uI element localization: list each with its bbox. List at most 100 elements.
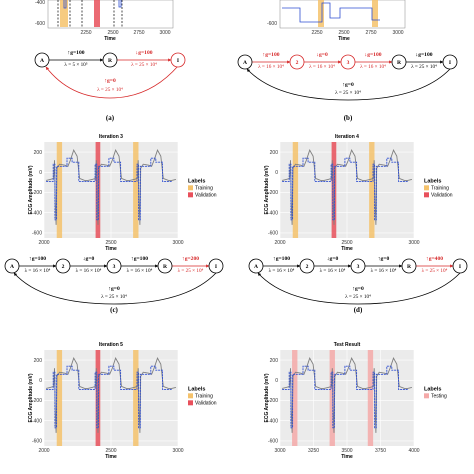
- p3-xtick-0: 2000: [274, 240, 285, 246]
- p5-xtick-3: 3750: [375, 448, 386, 454]
- fsm-b-edge-1-lambda: λ = 16 × 10⁴: [258, 64, 284, 70]
- fsm-c-edge-1-g-text: g=100: [32, 256, 47, 262]
- fsm-b-state-0: [237, 54, 253, 70]
- p4-legend-title: Labels: [188, 386, 205, 392]
- fsm-b-loop-lambda: λ = 25 × 10⁴: [335, 90, 361, 96]
- fsm-c-state-2-label: 3: [113, 264, 116, 270]
- fsm-d-edge-2-g-text: g=0: [330, 256, 339, 262]
- panel-b-fit-fragment: [282, 2, 380, 23]
- fsm-b-state-1: [289, 54, 305, 70]
- fsm-a-loop: [45, 65, 179, 99]
- p5-legend-label-0: Testing: [431, 394, 447, 400]
- fsm-d-loop-g-text: g=0: [355, 286, 364, 292]
- fsm-c-state-4: [208, 258, 224, 274]
- panel-b-training-band-2: [372, 0, 378, 27]
- panel-a-frame: [47, 0, 174, 29]
- p5-ytick-1: 0: [275, 378, 278, 384]
- fsm-b-edge-1-g: ↑g=100: [262, 52, 279, 58]
- p2-region-0: [56, 142, 63, 238]
- fsm-c-state-0: [4, 258, 20, 274]
- fsm-c-state-0-label: A: [10, 264, 14, 270]
- fsm-b-state-1-label: 2: [296, 60, 299, 66]
- p2-legend-swatch-1: [188, 192, 193, 198]
- fsm-c-state-3-label: R: [163, 264, 168, 270]
- p2-ylabel: ECG Amplitude (mV): [28, 165, 34, 214]
- p4-ytick-0: 200: [34, 358, 43, 364]
- fsm-b-state-3: [391, 54, 407, 70]
- fsm-d-edge-3-lambda: λ = 16 × 10⁴: [371, 268, 397, 274]
- panel-a-xtick-1: 2500: [107, 30, 118, 36]
- caption-d: (d): [354, 306, 363, 314]
- fsm-c-state-3: [157, 258, 173, 274]
- p4-legend-swatch-0: [188, 393, 193, 399]
- p4-ytick-3: -400: [32, 418, 42, 424]
- p3-legend-label-0: Training: [431, 186, 449, 192]
- panel-a-ytick-0: -400: [35, 0, 45, 6]
- p3-ytick-2: -200: [268, 190, 278, 196]
- fsm-c-state-2: [106, 258, 122, 274]
- panel-b-training-band-1: [318, 0, 324, 27]
- panel-b-xtick-2: 2750: [365, 30, 376, 36]
- fsm-c-edge-4-arrow-icon: ↑: [182, 256, 185, 262]
- fsm-a-state-0: [34, 52, 50, 68]
- panel-b-frame: [279, 0, 406, 29]
- p3-ylabel: ECG Amplitude (mV): [264, 165, 270, 214]
- panel-b-xlabel: Time: [338, 36, 350, 42]
- panel-a-plot: -400 -600 2250 2500 2750 3000 Time: [35, 0, 174, 42]
- p3-signal-line: [281, 148, 413, 225]
- fsm-d-edge-2-lambda: λ = 16 × 10⁴: [320, 268, 346, 274]
- fsm-c-edge-4-g: ↑g=200: [182, 256, 199, 262]
- p5-signal-line: [281, 356, 413, 433]
- fsm-a-state-1-label: R: [108, 58, 113, 64]
- fsm-b-edge-2-arrow-icon: ↓: [316, 52, 319, 58]
- panel-a-ytick-1: -600: [35, 21, 45, 27]
- fsm-c-loop-lambda: λ = 25 × 10⁴: [101, 294, 127, 300]
- fsm-d-edge-4-g: ↑g=400: [426, 256, 443, 262]
- p4-legend-label-0: Training: [195, 394, 213, 400]
- p4-xtick-1: 2500: [105, 448, 116, 454]
- panel-a-xtick-3: 3000: [159, 30, 170, 36]
- p5-region-0: [292, 350, 298, 446]
- p5-xtick-2: 3500: [341, 448, 352, 454]
- fsm-d-edge-1-g-text: g=100: [276, 256, 291, 262]
- fsm-b-edge-3-lambda: λ = 16 × 10⁴: [360, 64, 386, 70]
- fsm-a-edge-1-lambda: λ = 5 × 10⁵: [64, 62, 87, 68]
- fsm-b-edge-2-lambda: λ = 16 × 10⁴: [309, 64, 335, 70]
- panel-a-xtick-0: 2250: [80, 30, 91, 36]
- fsm-d-loop-g: ↑g=0: [352, 286, 364, 292]
- p3-fit-line: [282, 157, 408, 221]
- fsm-c-edge-2-g: ↓g=0: [83, 256, 95, 262]
- fsm-a-edge-2-lambda: λ = 25 × 10⁴: [131, 62, 157, 68]
- fsm-c-edge-1-arrow-icon: ↑: [29, 256, 32, 262]
- p5-xlabel: Time: [341, 454, 353, 460]
- fsm-b-edge-1-arrow-icon: ↑: [262, 52, 265, 58]
- fsm-c-state-1-label: 2: [62, 264, 65, 270]
- p5-fit-line: [282, 365, 408, 429]
- fsm-c-edge-3-g-text: g=100: [134, 256, 149, 262]
- panel-b-xtick-0: 2250: [311, 30, 322, 36]
- p3-ytick-3: -400: [268, 210, 278, 216]
- p2-legend-label-1: Validation: [195, 193, 217, 199]
- p2-xtick-1: 2500: [105, 240, 116, 246]
- fsm-b-state-3-label: R: [397, 60, 402, 66]
- p3-region-0: [292, 142, 299, 238]
- p4-xlabel: Time: [105, 454, 117, 460]
- panel-a-training-band: [60, 0, 68, 27]
- p4-region-1: [95, 350, 101, 446]
- fsm-b-loop-g: ↑g=0: [342, 82, 354, 88]
- fsm-a-loop-arrow-icon: ↑: [104, 78, 107, 84]
- fsm-d-loop-arrow-icon: ↑: [352, 286, 355, 292]
- fsm-d-state-0: [248, 258, 264, 274]
- p3-legend-swatch-0: [424, 185, 429, 191]
- fsm-d-edge-4-lambda: λ = 25 × 10⁴: [422, 268, 448, 274]
- fsm-c-edge-3-lambda: λ = 16 × 10⁴: [127, 268, 153, 274]
- p2-xlabel: Time: [105, 246, 117, 252]
- fsm-b-edge-3-g: ↓g=100: [364, 52, 381, 58]
- p3-region-2: [369, 142, 375, 238]
- fsm-b-state-4: [442, 54, 458, 70]
- p3-ytick-4: -600: [268, 231, 278, 237]
- fsm-c-edge-1-lambda: λ = 16 × 10⁴: [25, 268, 51, 274]
- fsm-c-loop-g: ↑g=0: [108, 286, 120, 292]
